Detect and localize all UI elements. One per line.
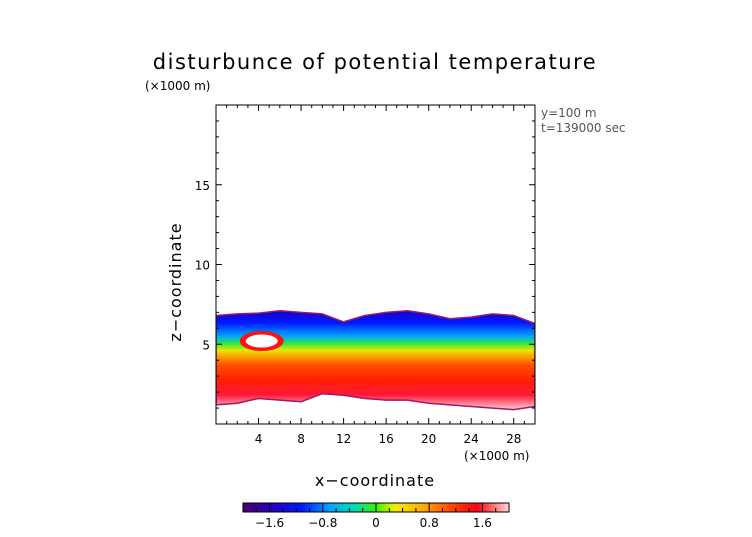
- x-tick-label: 24: [464, 432, 479, 446]
- z-unit-label: (×1000 m): [145, 79, 210, 93]
- colorbar-tick-label: −0.8: [308, 516, 337, 530]
- temperature-field: [216, 310, 535, 411]
- cloud-region: [216, 310, 535, 411]
- z-tick-label: 10: [195, 259, 210, 273]
- x-tick-label: 28: [506, 432, 521, 446]
- z-tick-label: 15: [195, 179, 210, 193]
- x-axis-title: x−coordinate: [315, 471, 435, 490]
- colorbar-tick-label: −1.6: [255, 516, 284, 530]
- chart-title: disturbunce of potential temperature: [153, 50, 597, 74]
- colorbar-ticks: −1.6 −0.8 0 0.8 1.6: [242, 503, 510, 530]
- x-unit-label: (×1000 m): [464, 449, 529, 463]
- x-tick-label: 16: [378, 432, 393, 446]
- z-tick-label: 5: [202, 338, 210, 352]
- x-tick-label: 4: [255, 432, 263, 446]
- colorbar-tick-label: 1.6: [473, 516, 492, 530]
- x-tick-labels: 4 8 12 16 20 24 28: [255, 432, 522, 446]
- x-tick-label: 8: [297, 432, 305, 446]
- warm-bubble-core: [245, 334, 278, 348]
- colorbar-tick-label: 0: [372, 516, 380, 530]
- info-line-t: t=139000 sec: [541, 121, 626, 135]
- z-axis-title: z−coordinate: [166, 222, 185, 341]
- x-tick-label: 20: [421, 432, 436, 446]
- axis-ticks: [216, 105, 535, 424]
- z-tick-labels: 5 10 15: [195, 179, 210, 353]
- info-line-y: y=100 m: [541, 106, 597, 120]
- x-tick-label: 12: [336, 432, 351, 446]
- colorbar-tick-label: 0.8: [420, 516, 439, 530]
